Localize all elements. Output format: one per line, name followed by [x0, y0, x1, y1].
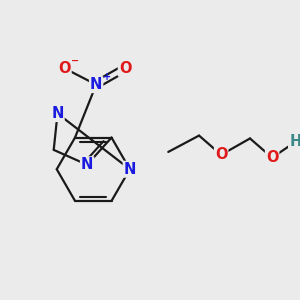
- Text: N: N: [90, 77, 102, 92]
- Text: −: −: [71, 56, 79, 65]
- Text: N: N: [51, 106, 64, 121]
- Text: O: O: [266, 150, 278, 165]
- Text: O: O: [215, 147, 227, 162]
- Text: N: N: [81, 157, 93, 172]
- Text: +: +: [103, 72, 111, 82]
- Text: O: O: [119, 61, 131, 76]
- Text: H: H: [290, 134, 300, 149]
- Text: N: N: [124, 162, 136, 177]
- Text: O: O: [58, 61, 71, 76]
